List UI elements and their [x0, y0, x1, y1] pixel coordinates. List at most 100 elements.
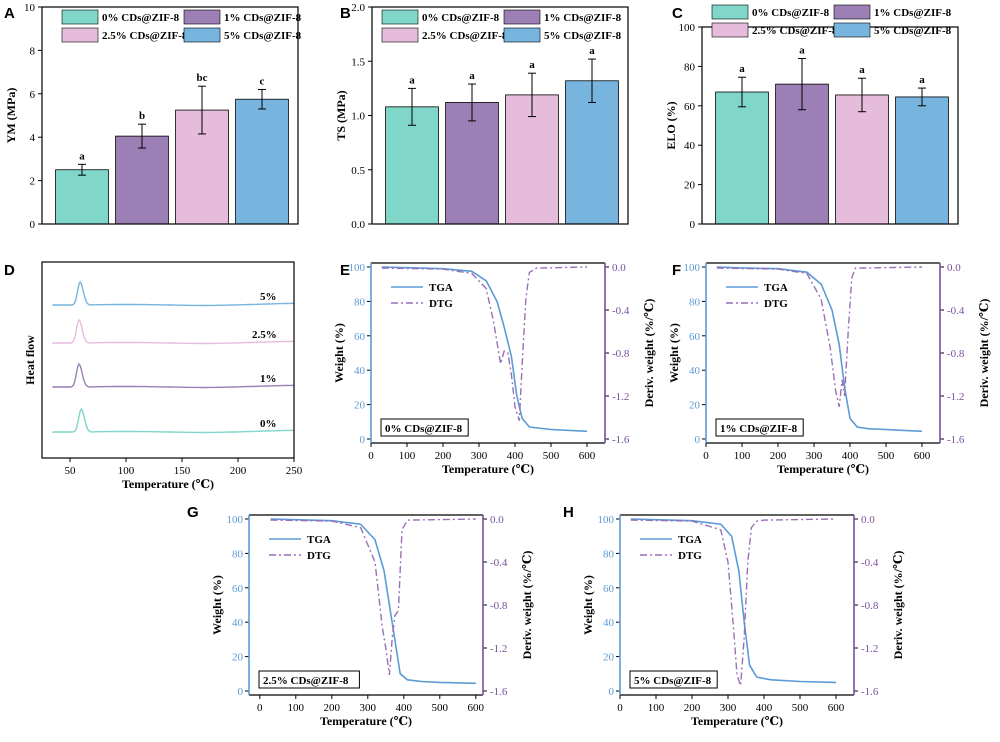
plot-frame — [41, 6, 299, 225]
x-tick-label: 400 — [842, 450, 859, 462]
legend-dtg-label: DTG — [307, 550, 331, 562]
y-left-tick-label: 100 — [349, 262, 366, 274]
curve-label: 1% — [260, 373, 277, 385]
y-tick-label: 80 — [684, 61, 696, 73]
y-axis-label: TS (MPa) — [334, 90, 348, 140]
y-left-tick-label: 60 — [689, 331, 701, 343]
x-axis-label: Temperature (℃) — [691, 714, 783, 728]
x-tick-label: 100 — [118, 465, 135, 477]
y-right-axis-label: Deriv. weight (%/℃) — [642, 299, 656, 408]
bar — [895, 96, 949, 225]
dtg-curve — [270, 518, 476, 675]
plot-frame — [701, 26, 959, 225]
panel-letter-E: E — [340, 262, 350, 279]
dtg-curve — [381, 266, 588, 421]
y-left-tick-label: 40 — [354, 365, 366, 377]
legend-label: 1% CDs@ZIF-8 — [224, 12, 302, 24]
sample-label-box — [715, 418, 804, 437]
y-left-tick-label: 40 — [232, 617, 244, 629]
y-axis-label: ELO (%) — [664, 101, 678, 149]
significance-label: a — [529, 59, 535, 71]
sample-label: 2.5% CDs@ZIF-8 — [263, 675, 349, 687]
y-tick-label: 0.0 — [351, 219, 365, 231]
y-right-tick-label: 0.0 — [612, 262, 626, 274]
legend-swatch — [381, 9, 419, 25]
y-axis-label: Heat flow — [23, 335, 37, 385]
legend-swatch — [711, 22, 749, 38]
y-left-axis-label: Weight (%) — [581, 575, 595, 635]
x-tick-label: 300 — [720, 702, 737, 714]
x-axis-label: Temperature (℃) — [777, 462, 869, 476]
legend-label: 1% CDs@ZIF-8 — [874, 7, 952, 19]
dtg-curve — [630, 518, 837, 686]
x-tick-label: 300 — [360, 702, 377, 714]
legend-swatch — [61, 9, 99, 25]
y-right-axis-label: Deriv. weight (%/℃) — [891, 551, 905, 660]
legend-tga-label: TGA — [678, 534, 702, 546]
y-tick-label: 0 — [690, 219, 696, 231]
y-left-tick-label: 80 — [354, 296, 366, 308]
bar — [385, 106, 439, 225]
y-right-tick-label: -1.6 — [490, 686, 508, 698]
y-left-axis-label: Weight (%) — [667, 323, 681, 383]
sample-label-box — [380, 418, 469, 437]
y-left-axis-label: Weight (%) — [332, 323, 346, 383]
x-tick-label: 100 — [399, 450, 416, 462]
y-tick-label: 40 — [684, 140, 696, 152]
y-right-tick-label: -1.2 — [947, 391, 964, 403]
y-left-tick-label: 80 — [603, 548, 615, 560]
panel-letter-H: H — [563, 504, 574, 521]
y-tick-label: 60 — [684, 101, 696, 113]
y-tick-label: 6 — [30, 89, 36, 101]
y-left-tick-label: 20 — [232, 652, 244, 664]
y-right-axis-label: Deriv. weight (%/℃) — [977, 299, 991, 408]
y-left-tick-label: 20 — [354, 400, 366, 412]
sample-label: 0% CDs@ZIF-8 — [385, 423, 463, 435]
significance-label: bc — [197, 72, 208, 84]
y-right-tick-label: -1.2 — [612, 391, 629, 403]
legend-tga-label: TGA — [764, 282, 788, 294]
legend-label: 2.5% CDs@ZIF-8 — [422, 30, 508, 42]
y-right-tick-label: 0.0 — [947, 262, 961, 274]
x-tick-label: 500 — [792, 702, 809, 714]
significance-label: a — [739, 63, 745, 75]
y-left-tick-label: 40 — [603, 617, 615, 629]
y-left-tick-label: 100 — [598, 514, 615, 526]
sample-label: 1% CDs@ZIF-8 — [720, 423, 798, 435]
y-tick-label: 1.0 — [351, 111, 365, 123]
bar — [235, 98, 289, 225]
y-left-tick-label: 0 — [695, 434, 701, 446]
x-tick-label: 200 — [324, 702, 341, 714]
x-tick-label: 100 — [734, 450, 751, 462]
x-tick-label: 500 — [878, 450, 895, 462]
y-left-tick-label: 60 — [603, 583, 615, 595]
y-right-tick-label: -0.8 — [490, 600, 508, 612]
legend-swatch — [833, 22, 871, 38]
significance-label: a — [79, 150, 85, 162]
y-right-tick-label: -0.4 — [490, 557, 508, 569]
x-tick-label: 150 — [174, 465, 191, 477]
y-tick-label: 100 — [679, 22, 696, 34]
x-tick-label: 300 — [471, 450, 488, 462]
panel-C: C 0 20 40 60 80 100 ELO (%) a a a a 0% CDs@ZIF-8 1% C… — [664, 4, 959, 231]
legend-swatch — [503, 27, 541, 43]
significance-label: a — [919, 74, 925, 86]
y-left-tick-label: 0 — [238, 686, 244, 698]
bar — [565, 80, 619, 225]
legend-swatch — [183, 27, 221, 43]
tga-curve — [716, 266, 923, 433]
legend-dtg-label: DTG — [764, 298, 788, 310]
legend-dtg-label: DTG — [429, 298, 453, 310]
significance-label: a — [409, 74, 415, 86]
legend-label: 0% CDs@ZIF-8 — [422, 12, 500, 24]
curve-label: 2.5% — [252, 329, 277, 341]
y-left-tick-label: 60 — [232, 583, 244, 595]
curve-label: 5% — [260, 291, 277, 303]
panel-F: F 0 100 200 300 400 500 600 Temperature (℃) 0 20 40… — [667, 262, 991, 476]
legend-label: 1% CDs@ZIF-8 — [544, 12, 622, 24]
panel-letter-D: D — [4, 262, 15, 279]
x-tick-label: 0 — [257, 702, 263, 714]
x-tick-label: 200 — [684, 702, 701, 714]
significance-label: b — [139, 110, 145, 122]
y-left-tick-label: 100 — [227, 514, 244, 526]
